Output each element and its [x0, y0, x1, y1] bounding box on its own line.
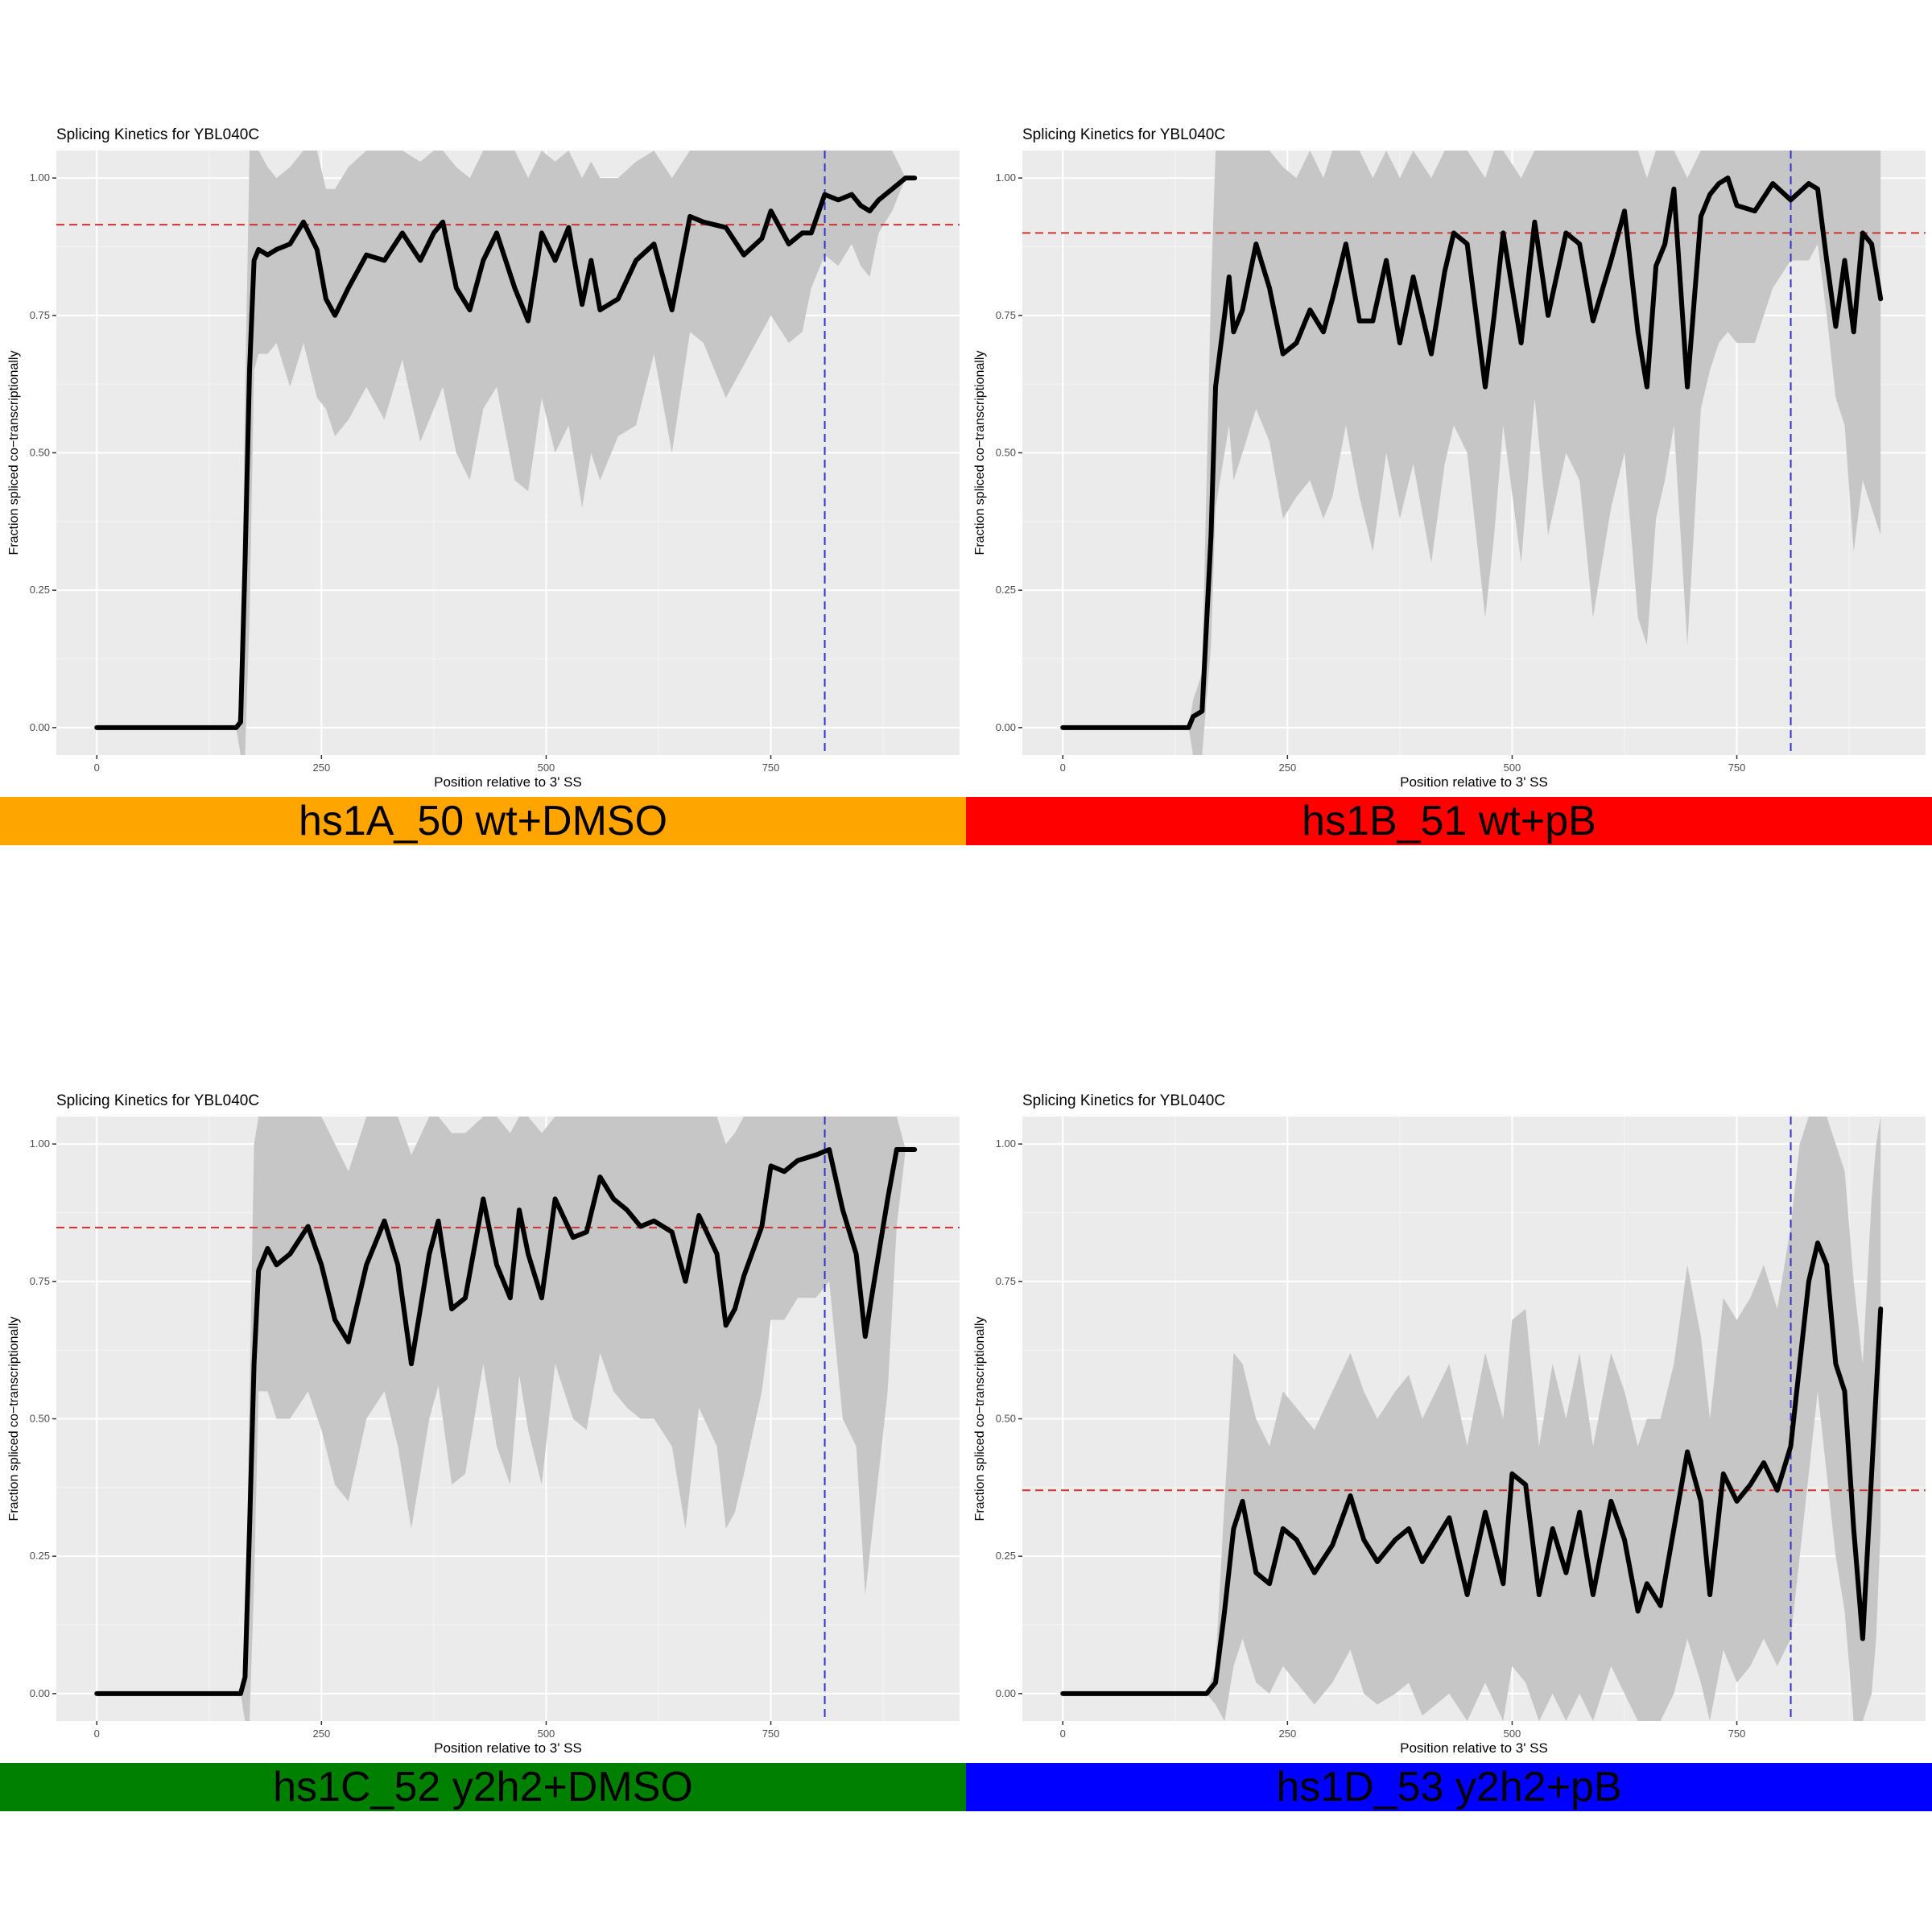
x-tick-label: 0 — [1060, 1728, 1066, 1740]
x-tick-label: 750 — [1728, 1728, 1746, 1740]
x-tick-label: 0 — [1060, 762, 1066, 774]
x-tick-label: 0 — [94, 762, 100, 774]
banner-hs1C: hs1C_52 y2h2+DMSO — [0, 1763, 966, 1811]
y-axis-label: Fraction spliced co−transcriptionally — [7, 351, 21, 555]
chart-panel-1: 0 250 500 750 0.00 0.25 0.50 0.75 1.00 Splicing K… — [7, 126, 960, 790]
banner-hs1B: hs1B_51 wt+pB — [966, 797, 1932, 845]
y-tick-label: 0.50 — [996, 1413, 1016, 1425]
x-tick-label: 250 — [312, 1728, 330, 1740]
x-tick-label: 750 — [762, 1728, 780, 1740]
x-tick-label: 250 — [312, 762, 330, 774]
plot-content — [56, 1117, 960, 1721]
chart-panel-3: 0 250 500 750 0.00 0.25 0.50 0.75 1.00 Splicing K… — [7, 1092, 960, 1756]
chart-panel-2: 0 250 500 750 0.00 0.25 0.50 0.75 1.00 Splicing K… — [973, 126, 1926, 790]
x-axis-label: Position relative to 3' SS — [1400, 1740, 1548, 1756]
y-tick-label: 1.00 — [996, 1137, 1016, 1150]
y-tick-label: 0.25 — [996, 584, 1016, 596]
x-tick-label: 250 — [1278, 762, 1296, 774]
plot-content — [56, 151, 960, 755]
x-axis-label: Position relative to 3' SS — [434, 1740, 582, 1756]
chart-title: Splicing Kinetics for YBL040C — [1022, 1092, 1225, 1109]
y-axis-label: Fraction spliced co−transcriptionally — [7, 1317, 21, 1521]
y-tick-label: 0.25 — [996, 1550, 1016, 1562]
chart-title: Splicing Kinetics for YBL040C — [56, 126, 259, 143]
confidence-band — [97, 1117, 915, 1721]
y-tick-label: 0.75 — [30, 1275, 50, 1287]
confidence-band — [1063, 151, 1881, 755]
plot-content — [1022, 1117, 1926, 1721]
y-tick-label: 1.00 — [996, 171, 1016, 184]
banner-hs1D: hs1D_53 y2h2+pB — [966, 1763, 1932, 1811]
x-tick-label: 750 — [762, 762, 780, 774]
confidence-band — [1063, 1117, 1881, 1721]
y-tick-label: 0.00 — [30, 1687, 50, 1699]
y-tick-label: 0.50 — [996, 447, 1016, 459]
fraction-spliced-line — [94, 175, 918, 730]
plot-content — [1022, 151, 1926, 755]
y-tick-label: 1.00 — [30, 171, 50, 184]
y-axis-label: Fraction spliced co−transcriptionally — [973, 1317, 987, 1521]
x-axis-label: Position relative to 3' SS — [1400, 774, 1548, 790]
y-tick-label: 0.00 — [996, 721, 1016, 733]
y-tick-label: 0.25 — [30, 1550, 50, 1562]
confidence-band — [97, 151, 915, 755]
y-tick-label: 0.75 — [996, 309, 1016, 321]
y-tick-label: 0.00 — [30, 721, 50, 733]
fraction-spliced-line — [1060, 175, 1884, 730]
y-tick-label: 0.75 — [996, 1275, 1016, 1287]
chart-panel-4: 0 250 500 750 0.00 0.25 0.50 0.75 1.00 Splicing K… — [973, 1092, 1926, 1756]
x-tick-label: 0 — [94, 1728, 100, 1740]
chart-title: Splicing Kinetics for YBL040C — [1022, 126, 1225, 143]
y-tick-label: 0.50 — [30, 447, 50, 459]
y-tick-label: 0.50 — [30, 1413, 50, 1425]
x-tick-label: 500 — [538, 1728, 555, 1740]
fraction-spliced-line — [94, 1147, 918, 1696]
x-tick-label: 750 — [1728, 762, 1746, 774]
x-axis-label: Position relative to 3' SS — [434, 774, 582, 790]
x-tick-label: 500 — [538, 762, 555, 774]
x-tick-label: 500 — [1504, 1728, 1521, 1740]
x-tick-label: 250 — [1278, 1728, 1296, 1740]
y-tick-label: 0.75 — [30, 309, 50, 321]
fraction-spliced-line — [1060, 1241, 1884, 1696]
y-tick-label: 1.00 — [30, 1137, 50, 1150]
banner-hs1A: hs1A_50 wt+DMSO — [0, 797, 966, 845]
y-tick-label: 0.25 — [30, 584, 50, 596]
y-axis-label: Fraction spliced co−transcriptionally — [973, 351, 987, 555]
x-tick-label: 500 — [1504, 762, 1521, 774]
chart-title: Splicing Kinetics for YBL040C — [56, 1092, 259, 1109]
y-tick-label: 0.00 — [996, 1687, 1016, 1699]
